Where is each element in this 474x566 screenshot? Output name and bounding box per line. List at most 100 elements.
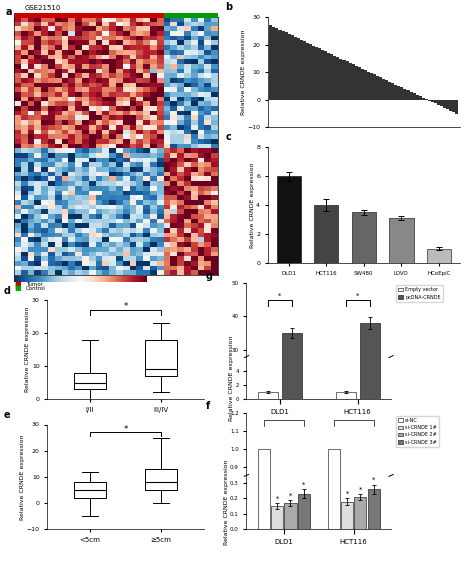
Bar: [282, 152, 302, 399]
Bar: [294, 37, 297, 100]
Bar: [352, 212, 376, 263]
Bar: [370, 73, 373, 100]
Bar: [391, 83, 394, 100]
Text: e: e: [4, 410, 10, 420]
Bar: [427, 248, 451, 263]
Text: GSE21510: GSE21510: [25, 5, 61, 11]
Bar: [368, 489, 380, 529]
Bar: [437, 100, 440, 105]
Bar: [389, 218, 413, 263]
Bar: [388, 82, 391, 100]
Bar: [258, 392, 278, 399]
Text: b: b: [226, 2, 233, 12]
Text: c: c: [226, 132, 231, 142]
Bar: [397, 86, 401, 100]
Bar: [455, 100, 458, 114]
Bar: [336, 447, 356, 450]
Bar: [385, 80, 388, 100]
Bar: [382, 79, 385, 100]
Bar: [318, 49, 321, 100]
Bar: [361, 68, 364, 100]
Bar: [355, 66, 358, 100]
Y-axis label: Relative CRNDE expression: Relative CRNDE expression: [229, 335, 234, 421]
Text: *: *: [302, 482, 305, 488]
Text: *: *: [372, 477, 375, 483]
Bar: [291, 36, 294, 100]
Text: ■: ■: [14, 285, 21, 291]
Y-axis label: Relative CRNDE expression: Relative CRNDE expression: [26, 307, 30, 392]
Bar: [422, 97, 425, 100]
Bar: [258, 447, 278, 450]
Text: ■: ■: [14, 281, 21, 287]
Bar: [258, 376, 270, 529]
Bar: [406, 91, 410, 100]
Text: *: *: [359, 486, 362, 492]
Bar: [309, 44, 312, 100]
Text: *: *: [289, 492, 292, 499]
Bar: [303, 41, 306, 100]
Bar: [401, 88, 403, 100]
Bar: [416, 95, 419, 100]
Text: *: *: [278, 293, 282, 299]
Bar: [428, 100, 431, 101]
Bar: [360, 130, 380, 399]
Bar: [315, 47, 318, 100]
Bar: [410, 92, 412, 100]
Bar: [330, 54, 333, 100]
Bar: [273, 27, 275, 100]
Bar: [434, 100, 437, 104]
Bar: [412, 93, 416, 100]
Y-axis label: Relative CRNDE expression: Relative CRNDE expression: [20, 434, 26, 520]
Bar: [339, 58, 342, 100]
Bar: [328, 449, 340, 566]
Bar: [297, 38, 300, 100]
Legend: si-NC, si-CRNDE 1#, si-CRNDE 2#, si-CRNDE 3#: si-NC, si-CRNDE 1#, si-CRNDE 2#, si-CRND…: [396, 415, 439, 447]
Text: f: f: [206, 401, 210, 411]
Text: a: a: [6, 7, 13, 16]
Bar: [269, 25, 273, 100]
Bar: [271, 506, 283, 529]
Text: Control: Control: [26, 286, 46, 290]
Bar: [376, 76, 379, 100]
Bar: [284, 503, 297, 529]
Text: d: d: [4, 286, 10, 296]
Bar: [298, 494, 310, 529]
Bar: [300, 40, 303, 100]
Text: *: *: [346, 491, 349, 497]
Bar: [278, 29, 282, 100]
Bar: [440, 100, 443, 106]
Bar: [288, 34, 291, 100]
Bar: [284, 32, 288, 100]
Y-axis label: Relative CRNDE expression: Relative CRNDE expression: [241, 29, 246, 115]
Bar: [443, 100, 446, 108]
Text: *: *: [356, 293, 359, 299]
Bar: [348, 63, 352, 100]
Bar: [258, 449, 270, 566]
Text: *: *: [124, 302, 128, 311]
Bar: [333, 55, 337, 100]
Bar: [360, 323, 380, 450]
Bar: [276, 176, 301, 263]
Bar: [328, 376, 340, 529]
Bar: [352, 65, 355, 100]
Bar: [358, 67, 361, 100]
Bar: [314, 205, 338, 263]
Legend: Empty vector, pcDNA-CRNDE: Empty vector, pcDNA-CRNDE: [396, 285, 443, 302]
Bar: [373, 75, 376, 100]
Bar: [394, 84, 397, 100]
Bar: [452, 100, 455, 112]
Bar: [327, 53, 330, 100]
Bar: [403, 89, 406, 100]
Text: Tumor: Tumor: [26, 282, 43, 286]
Bar: [419, 96, 422, 100]
Bar: [275, 28, 278, 100]
Text: g: g: [206, 271, 213, 281]
Bar: [282, 31, 284, 100]
Bar: [324, 52, 327, 100]
Bar: [367, 71, 370, 100]
Bar: [312, 45, 315, 100]
Bar: [341, 501, 353, 529]
Bar: [425, 99, 428, 100]
Bar: [346, 62, 348, 100]
Bar: [431, 100, 434, 102]
